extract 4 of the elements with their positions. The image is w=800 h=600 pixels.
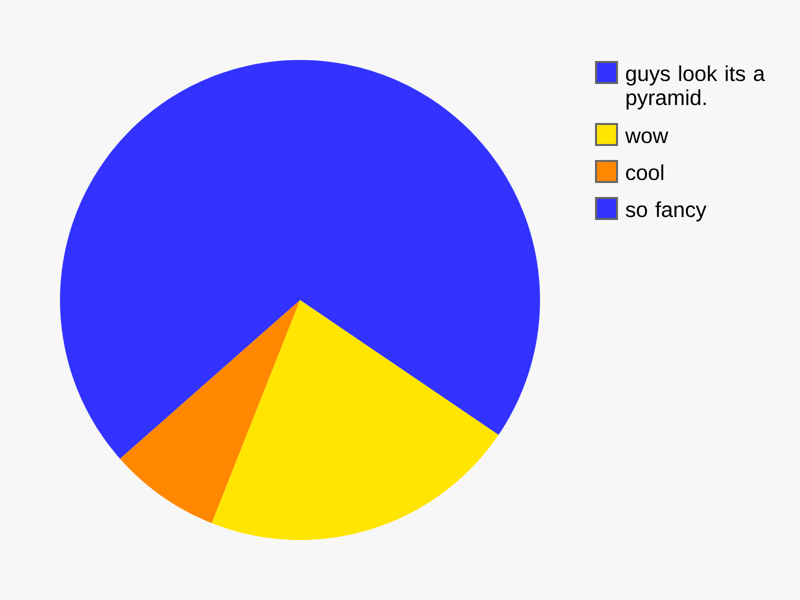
legend-label: wow (625, 131, 668, 144)
legend-label: cool (626, 164, 664, 180)
legend-label: guys look its a pyramid. (626, 65, 765, 110)
legend-label: so fancy (626, 201, 706, 222)
